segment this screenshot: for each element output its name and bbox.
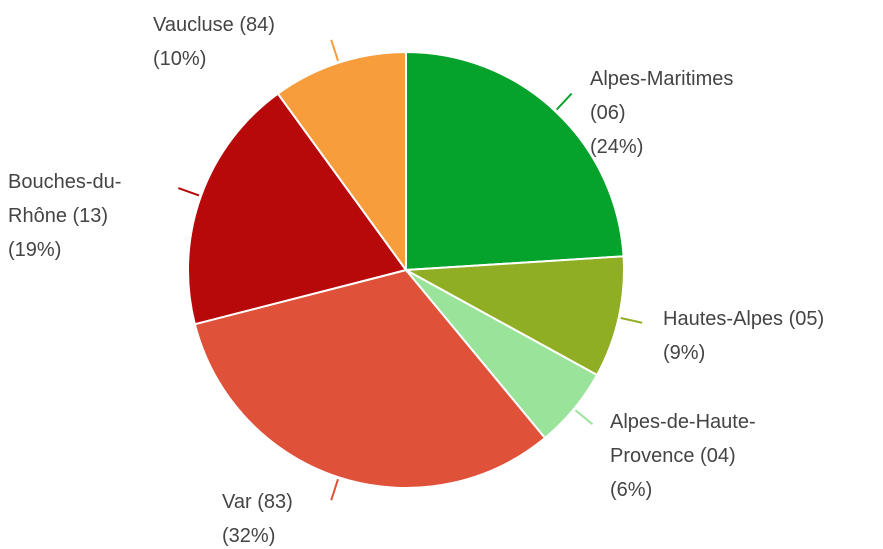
pie-slice [193, 268, 547, 489]
value-label: (32%) [222, 525, 276, 547]
slice-label: Hautes-Alpes (05) (9%) [663, 302, 883, 370]
leader-line [555, 92, 573, 111]
value-label: (24%) [590, 136, 644, 158]
leader-line [574, 409, 594, 426]
category-label: Alpes-de-Haute-Provence (04) [610, 411, 756, 467]
category-label: Var (83) [222, 491, 293, 513]
slice-label: Var (83) (32%) [222, 485, 342, 549]
slice-label: Vaucluse (84) (10%) [153, 8, 323, 76]
pie-slice [276, 50, 407, 274]
category-label: Vaucluse (84) [153, 14, 275, 36]
value-label: (19%) [8, 239, 62, 261]
pie-slice [402, 255, 625, 377]
slice-label: Bouches-du-Rhône (13) (19%) [8, 165, 173, 267]
slice-label: Alpes-de-Haute-Provence (04) (6%) [610, 405, 805, 507]
category-label: Hautes-Alpes (05) [663, 308, 825, 330]
leader-line [330, 39, 339, 62]
value-label: (9%) [663, 342, 706, 364]
leader-line [330, 478, 339, 501]
category-label: Bouches-du-Rhône (13) [8, 171, 122, 227]
pie-slice [187, 92, 408, 326]
value-label: (10%) [153, 48, 207, 70]
value-label: (6%) [610, 479, 653, 501]
leader-line [620, 317, 643, 324]
pie-slice [405, 50, 625, 272]
category-label: Alpes-Maritimes (06) [590, 68, 734, 124]
leader-line [177, 187, 200, 197]
slice-label: Alpes-Maritimes (06) (24%) [590, 62, 760, 164]
